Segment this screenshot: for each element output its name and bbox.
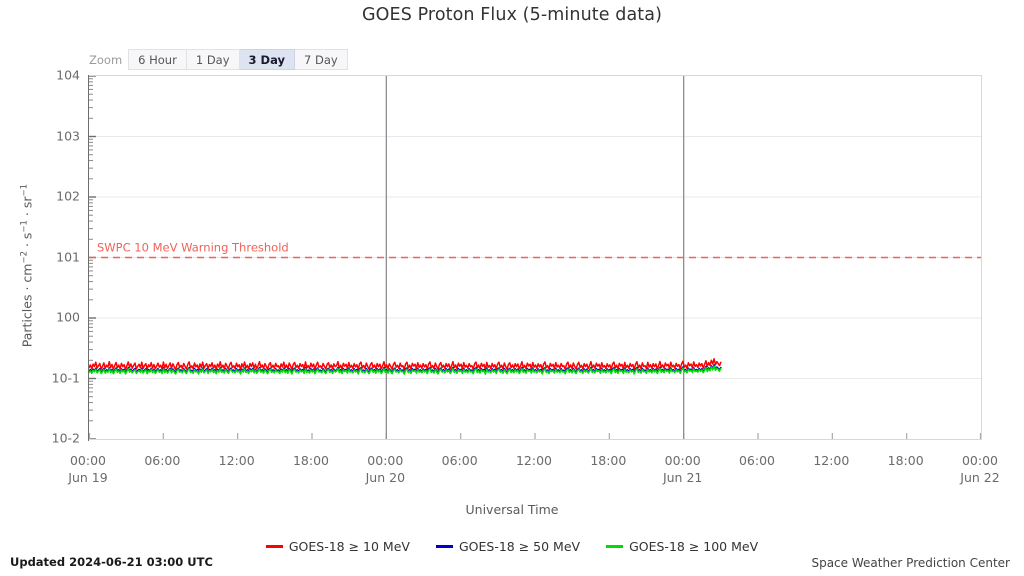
legend-item[interactable]: GOES-18 ≥ 100 MeV	[606, 539, 758, 554]
x-axis-tick-label: 06:00	[442, 452, 478, 469]
x-tick-time: 18:00	[590, 453, 627, 468]
y-axis-tick-label: 103	[56, 128, 80, 143]
data-series-group	[89, 358, 722, 375]
legend-label: GOES-18 ≥ 50 MeV	[458, 539, 581, 554]
legend-label: GOES-18 ≥ 10 MeV	[288, 539, 410, 554]
x-tick-date: Jun 22	[960, 470, 1000, 485]
x-tick-time: 00:00	[664, 453, 701, 468]
y-axis-spine	[88, 75, 89, 441]
x-axis-tick-label: 18:00	[888, 452, 924, 469]
legend-color-swatch	[435, 545, 453, 548]
y-axis-tick-label: 10-2	[51, 430, 80, 446]
chart-plot-area: SWPC 10 MeV Warning Threshold	[88, 75, 982, 440]
legend-color-swatch	[606, 545, 624, 548]
credit-label: Space Weather Prediction Center	[811, 556, 1010, 570]
x-axis-tick-label: 12:00	[219, 452, 255, 469]
y-axis-tick-label: 100	[56, 309, 80, 325]
zoom-range-button-1-day[interactable]: 1 Day	[186, 49, 240, 70]
x-tick-date: Jun 20	[365, 470, 406, 485]
x-axis-tick-label: 00:00 Jun 22	[960, 452, 999, 486]
x-tick-time: 12:00	[515, 453, 553, 468]
x-tick-time: 00:00	[961, 453, 999, 468]
x-tick-time: 12:00	[218, 453, 255, 468]
x-axis-tick-label: 00:00 Jun 19	[68, 452, 107, 486]
x-axis-tick-label: 18:00	[590, 452, 626, 469]
legend-item[interactable]: GOES-18 ≥ 50 MeV	[435, 539, 581, 554]
zoom-range-button-7-day[interactable]: 7 Day	[295, 49, 348, 70]
chart-legend: GOES-18 ≥ 10 MeV GOES-18 ≥ 50 MeV GOES-18 …	[0, 539, 1024, 554]
y-axis-tick-label: 101	[56, 249, 80, 264]
x-axis-tick-marks	[89, 433, 981, 439]
x-tick-date: Jun 21	[662, 470, 703, 485]
x-tick-time: 12:00	[813, 453, 850, 468]
x-axis-tick-label: 18:00	[293, 452, 329, 469]
x-axis-tick-label: 00:00 Jun 20	[366, 452, 405, 486]
x-tick-time: 00:00	[367, 453, 404, 468]
x-axis-tick-label: 00:00 Jun 21	[663, 452, 702, 486]
y-axis-tick-marks	[89, 76, 96, 439]
chart-canvas: SWPC 10 MeV Warning Threshold	[89, 76, 981, 439]
zoom-range-controls: Zoom 6 Hour 1 Day 3 Day 7 Day	[89, 49, 348, 70]
y-axis-title: Particles · cm−2 · s−1 · sr−1	[19, 183, 35, 348]
legend-item[interactable]: GOES-18 ≥ 10 MeV	[265, 539, 410, 554]
updated-timestamp: Updated 2024-06-21 03:00 UTC	[10, 555, 213, 569]
data-series-line	[89, 365, 722, 375]
x-axis-tick-label: 12:00	[516, 452, 552, 469]
zoom-range-button-3-day[interactable]: 3 Day	[239, 49, 295, 70]
threshold-annotation-label: SWPC 10 MeV Warning Threshold	[97, 241, 289, 255]
x-tick-time: 18:00	[887, 453, 924, 468]
zoom-label: Zoom	[89, 52, 123, 67]
page-title: GOES Proton Flux (5-minute data)	[362, 5, 662, 25]
x-axis-title: Universal Time	[465, 502, 559, 517]
x-tick-time: 06:00	[144, 453, 181, 468]
x-axis-tick-label: 12:00	[813, 452, 849, 469]
y-axis-tick-label: 10-1	[51, 370, 80, 385]
y-axis-tick-labels: 10-2 10-1 100 101 102 103 104	[30, 0, 80, 576]
x-tick-time: 18:00	[292, 453, 330, 468]
x-tick-time: 06:00	[441, 453, 478, 468]
y-axis-tick-label: 104	[56, 67, 80, 83]
x-tick-time: 06:00	[738, 453, 776, 468]
x-axis-tick-labels: 00:00 Jun 19 06:00 12:00 18:00 00:00 Jun 20 06:…	[0, 452, 1024, 496]
x-tick-date: Jun 19	[68, 470, 108, 485]
data-series-line	[89, 358, 722, 371]
zoom-range-button-6-hour[interactable]: 6 Hour	[128, 49, 187, 70]
x-tick-time: 00:00	[69, 453, 107, 468]
legend-label: GOES-18 ≥ 100 MeV	[629, 539, 759, 554]
y-axis-tick-label: 102	[56, 188, 80, 204]
x-axis-tick-label: 06:00	[144, 452, 180, 469]
x-axis-tick-label: 06:00	[739, 452, 775, 469]
legend-color-swatch	[265, 545, 283, 548]
